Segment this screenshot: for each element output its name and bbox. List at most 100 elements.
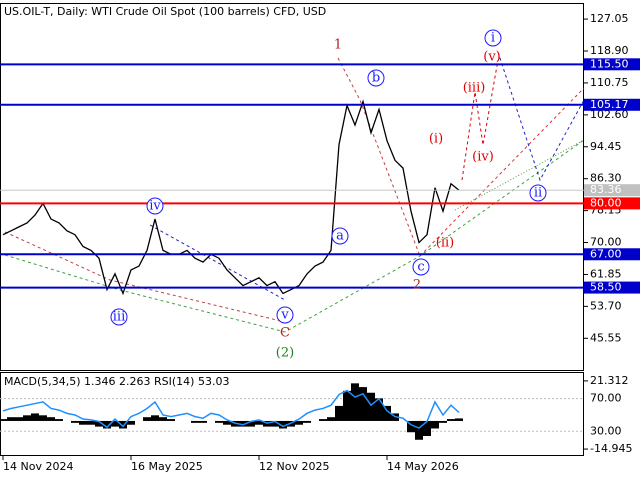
macd-bar (319, 419, 327, 421)
wave-label: (i) (429, 132, 443, 147)
wave-circle (529, 184, 547, 202)
wave-circle (146, 197, 164, 215)
level-box (584, 197, 640, 210)
macd-bar (447, 419, 455, 421)
macd-bar (359, 387, 367, 421)
x-tick-label: 12 Nov 2025 (259, 460, 329, 473)
macd-bar (255, 420, 263, 425)
y-tick-label: 102.60 (590, 108, 629, 121)
macd-bar (199, 420, 207, 423)
macd-bar (407, 420, 415, 433)
macd-bar (15, 417, 23, 421)
main-panel-border (0, 3, 584, 371)
wave-label: i (491, 31, 495, 46)
wave-label: 1 (334, 38, 342, 53)
macd-bar (7, 417, 15, 421)
macd-bar (423, 420, 431, 437)
macd-bar (79, 420, 87, 425)
macd-bar (415, 420, 423, 440)
wave-label: (v) (483, 50, 501, 65)
macd-bar (47, 417, 55, 421)
level-label: 115.50 (590, 57, 629, 70)
macd-bar (71, 420, 79, 423)
wave-label: c (417, 260, 424, 275)
y-tick-label: 21.312 (590, 374, 629, 387)
wave-label: v (280, 308, 289, 323)
indicator-panel-border (0, 372, 584, 456)
macd-bar (31, 413, 39, 421)
macd-bar (239, 420, 247, 427)
wave-label: iv (149, 199, 161, 214)
y-tick-label: 70.00 (590, 236, 622, 249)
macd-bar (127, 420, 135, 425)
macd-bar (119, 420, 127, 429)
chart-title: US.OIL-T, Daily: WTI Crude Oil Spot (100… (4, 5, 326, 18)
wave-circle (412, 258, 430, 276)
wave-label: 2 (413, 278, 421, 293)
y-tick-label: -14.945 (590, 442, 632, 455)
y-tick-label: 61.85 (590, 267, 622, 280)
wave-circle (484, 29, 502, 47)
level-box (584, 98, 640, 111)
macd-bar (455, 418, 463, 421)
macd-bar (55, 419, 63, 421)
y2-tick-label: 30.00 (590, 424, 622, 437)
macd-bar (23, 415, 31, 421)
macd-bar (111, 420, 119, 427)
macd-bar (375, 398, 383, 421)
macd-bar (279, 420, 287, 429)
macd-bar (303, 420, 311, 423)
level-box (584, 58, 640, 71)
macd-bar (335, 405, 343, 421)
wave-label: (iv) (472, 150, 494, 165)
current-price-label: 83.36 (590, 183, 622, 196)
macd-bar (151, 415, 159, 421)
macd-bar (167, 419, 175, 421)
y-tick-label: 86.30 (590, 172, 622, 185)
level-label: 105.17 (590, 98, 629, 111)
macd-bar (351, 383, 359, 421)
macd-bar (295, 420, 303, 425)
macd-bar (215, 420, 223, 423)
macd-bar (439, 420, 447, 423)
wave-label: b (372, 71, 380, 86)
wave-circle (276, 306, 294, 324)
y-tick-label: 110.75 (590, 76, 629, 89)
y-tick-label: 53.70 (590, 299, 622, 312)
wave-label: ii (534, 186, 542, 201)
y-tick-label: 45.55 (590, 331, 622, 344)
macd-bar (327, 417, 335, 421)
macd-bar (191, 420, 199, 423)
macd-bar (247, 420, 255, 427)
macd-bar (383, 405, 391, 421)
wave-label: (ii) (436, 236, 454, 251)
macd-bar (103, 420, 111, 429)
price-line (2, 99, 460, 296)
x-tick-label: 14 May 2026 (387, 460, 459, 473)
level-label: 67.00 (590, 247, 622, 260)
macd-bar (223, 420, 231, 425)
x-tick-label: 16 May 2025 (131, 460, 203, 473)
macd-bar (87, 420, 95, 425)
y2-tick-label: 70.00 (590, 392, 622, 405)
y-tick-label: 94.45 (590, 140, 622, 153)
macd-bar (143, 417, 151, 421)
level-label: 58.50 (590, 281, 622, 294)
macd-bar (271, 420, 279, 427)
macd-bar (431, 420, 439, 429)
wave-circle (331, 227, 349, 245)
level-box (584, 281, 640, 294)
wave-circle (367, 69, 385, 87)
current-price-box (584, 184, 640, 197)
macd-bar (343, 390, 351, 421)
rsi-line (2, 389, 460, 429)
wave-label: a (336, 229, 344, 244)
macd-bar (39, 415, 47, 421)
macd-bar (0, 419, 7, 421)
macd-bar (159, 417, 167, 421)
y-tick-label: 127.05 (590, 12, 629, 25)
macd-bar (367, 392, 375, 421)
wave-circle (110, 308, 128, 326)
